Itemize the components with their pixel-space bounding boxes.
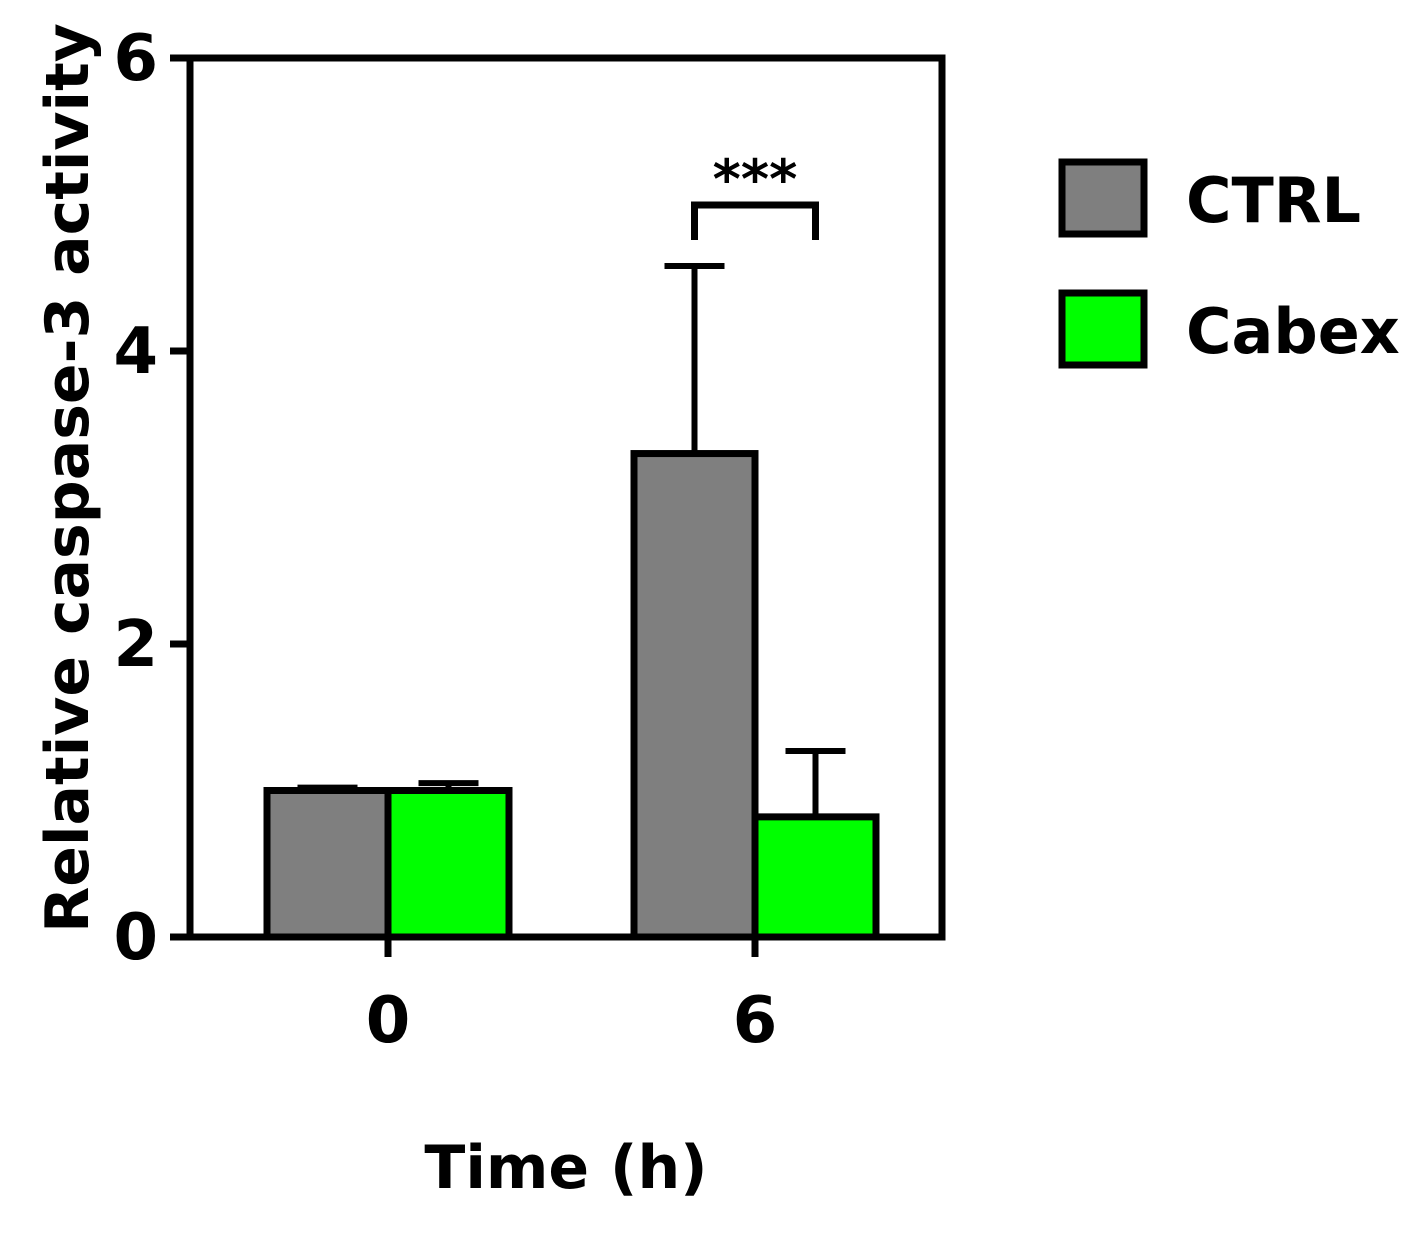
bar-ctrl-6: [630, 450, 759, 941]
significance-annotations: ***: [691, 148, 819, 240]
y-axis-title: Relative caspase-3 activity: [33, 23, 103, 933]
y-tick-label: 6: [113, 22, 158, 96]
legend-swatch-ctrl: [1058, 158, 1148, 238]
bar-cabex-6: [751, 813, 880, 941]
x-tick-label: 0: [366, 984, 411, 1058]
y-tick-label: 4: [113, 315, 158, 389]
y-axis-ticks: 0 2 4 6: [113, 22, 190, 975]
legend-swatch-cabex: [1058, 289, 1148, 369]
error-bars-group: [297, 263, 846, 817]
x-axis-title: Time (h): [424, 1133, 707, 1203]
legend-label-cabex: Cabex: [1186, 295, 1400, 368]
bar-cabex-0: [384, 787, 513, 941]
y-tick-label: 2: [113, 608, 158, 682]
x-tick-label: 6: [733, 984, 778, 1058]
bars-group: [263, 450, 880, 941]
legend: CTRL Cabex: [1058, 158, 1400, 369]
bar-ctrl-0: [263, 787, 392, 941]
legend-label-ctrl: CTRL: [1186, 164, 1361, 237]
plot-frame: [186, 54, 946, 941]
y-tick-label: 0: [113, 901, 158, 975]
significance-bracket: [691, 201, 819, 240]
significance-label: ***: [713, 148, 798, 211]
